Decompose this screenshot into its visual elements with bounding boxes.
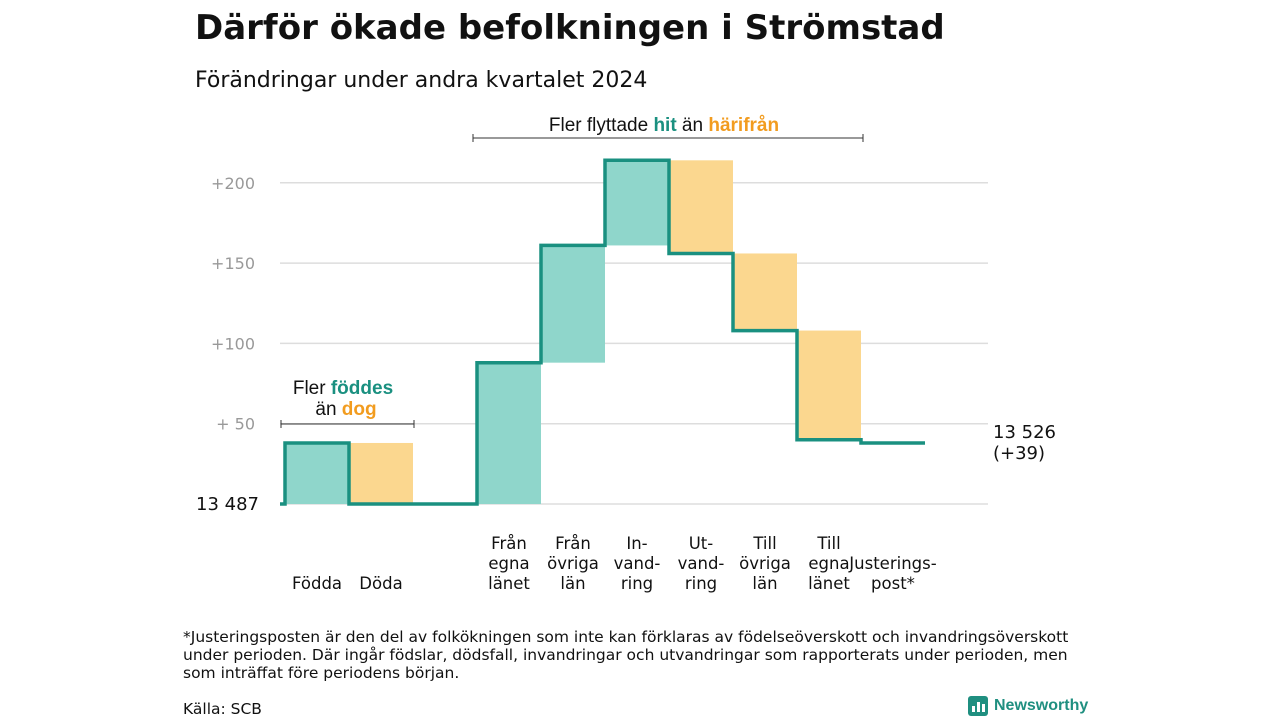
source-label: Källa: SCB <box>183 700 262 718</box>
bar-decrease <box>349 442 413 504</box>
y-tick-label: + 50 <box>216 415 255 434</box>
births-annotation-in-word: föddes <box>331 378 393 399</box>
category-label: Justerings-post* <box>848 554 936 593</box>
bar-increase <box>285 442 349 504</box>
migration-annotation-middle: än <box>677 115 709 136</box>
bar-increase <box>541 245 605 363</box>
grid-layer: + 50 +100 +150 +200 <box>211 174 988 505</box>
chart-subtitle: Förändringar under andra kvartalet 2024 <box>195 68 648 93</box>
bar-decrease <box>733 253 797 331</box>
label-layer: Födda Döda Från egna länet Från övriga län In-va… <box>196 422 1056 593</box>
newsworthy-logo-icon <box>968 696 988 716</box>
chart-title: Därför ökade befolkningen i Strömstad <box>195 8 945 48</box>
bar-decrease <box>669 160 733 254</box>
bar-decrease <box>797 330 861 440</box>
step-line <box>280 158 925 506</box>
category-label: Till egna länet <box>808 534 850 593</box>
y-tick-label: +150 <box>211 254 255 273</box>
births-annotation-middle: än <box>315 399 341 420</box>
category-label: Döda <box>359 574 402 593</box>
bar-increase <box>477 362 541 504</box>
brand-name: Newsworthy <box>994 697 1089 714</box>
migration-annotation-in-word: hit <box>653 115 677 136</box>
migration-annotation-out-word: härifrån <box>708 115 779 136</box>
brand-logo: Newsworthy <box>968 696 1088 716</box>
svg-text:Fler föddes: Fler föddes <box>293 378 393 399</box>
footnote: *Justeringsposten är den del av folkökni… <box>183 628 1069 682</box>
category-label: Till övriga län <box>739 534 791 593</box>
svg-text:än dog: än dog <box>315 399 376 420</box>
category-label: Födda <box>292 574 342 593</box>
migration-annotation: Fler flyttade hit än härifrån <box>472 115 864 142</box>
births-annotation-out-word: dog <box>342 399 377 420</box>
category-label: Från övriga län <box>547 534 599 593</box>
migration-annotation-prefix: Fler flyttade <box>549 115 654 136</box>
births-annotation-prefix: Fler <box>293 378 331 399</box>
start-value-label: 13 487 <box>196 494 259 515</box>
births-annotation: Fler föddes än dog <box>280 378 415 428</box>
bar-increase <box>605 160 669 246</box>
bar-layer <box>285 160 861 504</box>
svg-text:Fler flyttade hit än härifrån: Fler flyttade hit än härifrån <box>549 115 779 136</box>
category-label: In-vand-ring <box>614 534 661 593</box>
category-label: Ut-vand-ring <box>678 534 725 593</box>
y-tick-label: +100 <box>211 334 255 353</box>
end-value-label: 13 526 (+39) <box>993 422 1056 464</box>
y-tick-label: +200 <box>211 174 255 193</box>
category-label: Från egna länet <box>488 534 530 593</box>
